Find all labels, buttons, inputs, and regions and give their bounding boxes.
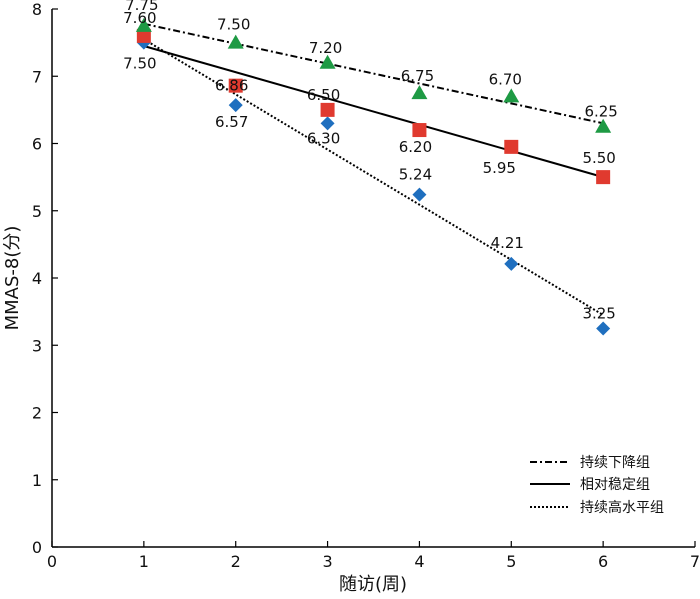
x-ticks: 0 1 2 3 4 5 6 7 <box>47 541 700 571</box>
data-label-square: 7.60 <box>123 9 156 27</box>
y-tick-label: 8 <box>32 0 42 19</box>
data-label-triangle: 6.25 <box>584 103 617 121</box>
diamond-marker <box>320 116 335 131</box>
data-label-triangle: 7.50 <box>217 16 250 34</box>
y-tick-label: 5 <box>32 202 42 221</box>
square-marker <box>596 170 611 185</box>
y-tick-label: 7 <box>32 67 42 86</box>
square-marker <box>136 28 151 43</box>
data-label-square: 6.20 <box>399 138 432 156</box>
x-axis-title: 随访(周) <box>339 574 407 595</box>
data-label-square: 6.50 <box>307 86 340 104</box>
y-axis-title: MMAS-8(分) <box>2 226 23 331</box>
data-label-diamond: 5.24 <box>399 166 432 184</box>
trend-line-triangle <box>143 22 604 125</box>
legend-label-1: 持续下降组 <box>580 454 650 471</box>
legend-label-3: 持续高水平组 <box>580 499 664 516</box>
legend-label-2: 相对稳定组 <box>580 477 650 493</box>
data-label-diamond: 6.57 <box>215 113 248 131</box>
trend-lines <box>143 22 604 316</box>
data-label-diamond: 3.25 <box>582 304 615 322</box>
data-label-diamond: 7.50 <box>123 55 156 73</box>
data-labels: 7.50 6.57 6.30 5.24 4.21 3.25 7.60 6.86 6.50 6.20… <box>123 0 618 322</box>
y-tick-label: 1 <box>32 471 42 490</box>
diamond-marker <box>504 256 519 271</box>
data-label-triangle: 6.70 <box>489 70 522 88</box>
square-marker <box>228 78 243 93</box>
triangle-marker <box>411 85 428 100</box>
x-tick-label: 7 <box>690 552 700 571</box>
markers <box>135 17 612 336</box>
triangle-marker <box>135 17 152 32</box>
diamond-marker <box>596 321 611 336</box>
data-label-square: 6.86 <box>215 77 248 95</box>
diamond-marker <box>412 187 427 202</box>
x-tick-label: 4 <box>414 552 424 571</box>
square-marker <box>320 102 335 117</box>
y-tick-label: 2 <box>32 404 42 423</box>
data-label-diamond: 6.30 <box>307 129 340 147</box>
triangle-marker <box>319 54 336 69</box>
x-tick-label: 5 <box>506 552 516 571</box>
square-marker <box>412 123 427 138</box>
y-tick-label: 4 <box>32 269 42 288</box>
data-label-diamond: 4.21 <box>491 234 524 252</box>
y-tick-label: 3 <box>32 336 42 355</box>
y-tick-label: 0 <box>32 538 42 557</box>
x-tick-label: 1 <box>139 552 149 571</box>
square-marker <box>504 139 519 154</box>
data-label-square: 5.50 <box>582 149 615 167</box>
data-label-square: 5.95 <box>483 159 516 177</box>
x-tick-label: 3 <box>322 552 332 571</box>
legend: 持续下降组 相对稳定组 持续高水平组 <box>530 454 664 516</box>
trend-line-square <box>143 45 604 179</box>
data-label-triangle: 7.75 <box>125 0 158 14</box>
y-tick-label: 6 <box>32 135 42 154</box>
triangle-marker <box>503 88 520 103</box>
x-tick-label: 0 <box>47 552 57 571</box>
x-tick-label: 2 <box>231 552 241 571</box>
triangle-marker <box>595 118 612 133</box>
triangle-marker <box>227 34 244 49</box>
diamond-marker <box>228 98 243 113</box>
x-tick-label: 6 <box>598 552 608 571</box>
trend-line-diamond <box>143 38 604 316</box>
data-label-triangle: 6.75 <box>401 67 434 85</box>
data-label-triangle: 7.20 <box>309 39 342 57</box>
y-ticks: 0 1 2 3 4 5 6 7 8 <box>32 0 58 557</box>
